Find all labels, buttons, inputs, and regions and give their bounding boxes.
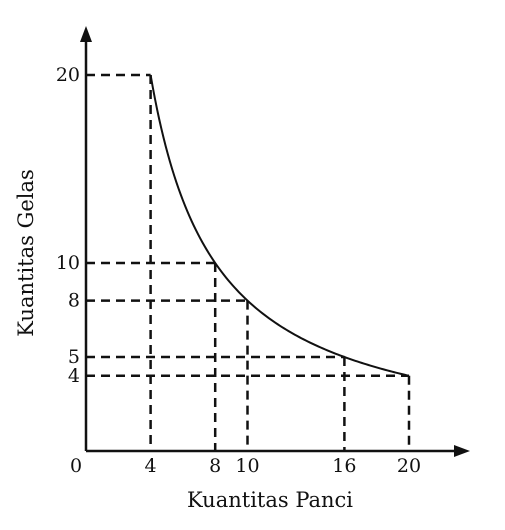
x-tick-label-8: 8 [209,455,221,477]
x-tick-label-4: 4 [145,455,157,477]
y-tick-label-5: 5 [68,346,80,368]
origin-label: 0 [70,455,82,477]
y-tick-label-8: 8 [68,290,80,312]
y-axis-arrow [80,26,92,42]
axes [80,26,470,457]
y-tick-label-20: 20 [56,64,80,86]
y-tick-label-4: 4 [68,365,80,387]
indifference-curve [149,74,410,377]
reference-lines [86,73,411,451]
y-axis-title: Kuantitas Gelas [14,169,38,337]
x-axis-title: Kuantitas Panci [187,488,353,512]
x-tick-label-10: 10 [235,455,259,477]
x-tick-label-16: 16 [332,455,356,477]
x-tick-label-20: 20 [397,455,421,477]
y-tick-label-10: 10 [56,252,80,274]
x-axis-arrow [454,445,470,457]
